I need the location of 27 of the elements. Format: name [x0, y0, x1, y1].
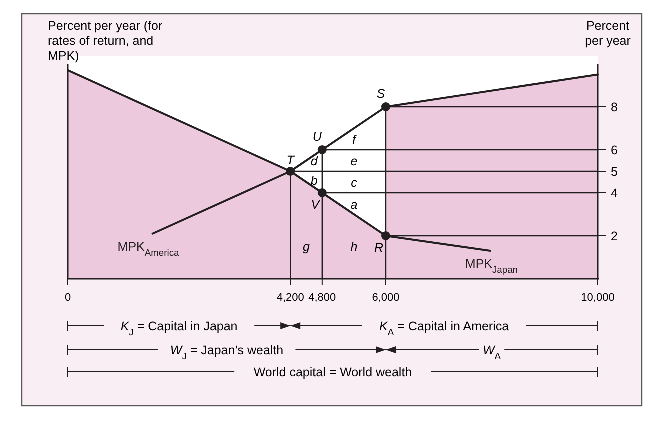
y-tick-label: 8 — [611, 100, 618, 114]
annotation: f — [352, 133, 358, 147]
x-tick-label: 4,800 — [308, 292, 336, 304]
annotation: R — [374, 241, 384, 255]
y-tick-label: 2 — [611, 230, 618, 244]
annotation: U — [312, 130, 323, 144]
annotation: V — [311, 198, 322, 212]
annotation: b — [310, 174, 318, 188]
annotation: e — [350, 154, 358, 168]
series-label: MPK$_{America}$ — [118, 240, 180, 258]
annotation: S — [376, 87, 386, 101]
x-tick-label: 6,000 — [372, 292, 400, 304]
y-axis-title: Percent per year (for rates of return, and MPK) — [48, 19, 163, 63]
x-tick-label: 10,000 — [581, 292, 615, 304]
y2-axis-title: Percent per year — [585, 19, 631, 48]
annotation: c — [351, 176, 358, 190]
annotation: h — [350, 240, 358, 254]
y-tick-label: 4 — [611, 186, 618, 200]
x-tick-label: 4,200 — [276, 292, 304, 304]
annotation: g — [303, 240, 310, 254]
y-tick-label: 5 — [611, 165, 618, 179]
annotation: d — [310, 154, 319, 168]
annotation: a — [350, 198, 358, 212]
x-tick-label: 0 — [64, 292, 72, 304]
annotation: T — [286, 154, 296, 168]
y-tick-label: 6 — [611, 144, 618, 158]
series-label: MPK$_{Japan}$ — [465, 257, 518, 276]
